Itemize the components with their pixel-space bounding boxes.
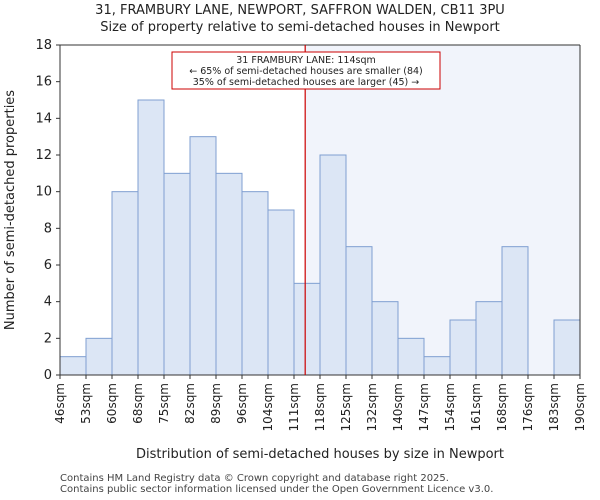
x-tick-label: 53sqm [79, 383, 93, 424]
histogram-bar [215, 172, 243, 376]
histogram-bar [397, 337, 425, 376]
chart-title-line1: 31, FRAMBURY LANE, NEWPORT, SAFFRON WALD… [95, 3, 505, 18]
y-tick-label: 16 [35, 75, 52, 90]
x-tick-label: 183sqm [547, 383, 561, 431]
y-tick-label: 0 [44, 368, 52, 383]
x-tick-label: 68sqm [131, 383, 145, 424]
histogram-bar [59, 356, 87, 376]
annotation-box [171, 51, 441, 90]
x-tick-label: 154sqm [443, 383, 457, 431]
x-tick-label: 147sqm [417, 383, 431, 431]
histogram-bar [423, 356, 451, 376]
histogram-bar [163, 172, 191, 376]
x-tick-label: 104sqm [261, 383, 275, 431]
x-tick-label: 60sqm [105, 383, 119, 424]
annotation-line-2: ← 65% of semi-detached houses are smalle… [189, 66, 423, 77]
histogram-bar [137, 99, 165, 376]
histogram-bar [111, 191, 139, 376]
histogram-bar [371, 301, 399, 376]
histogram-bar [501, 246, 529, 376]
x-tick-label: 190sqm [573, 383, 587, 431]
x-tick-label: 46sqm [53, 383, 67, 424]
x-tick-label: 132sqm [365, 383, 379, 431]
x-tick-label: 176sqm [521, 383, 535, 431]
histogram-bar [475, 301, 503, 376]
y-tick-label: 8 [44, 221, 52, 236]
y-tick-label: 10 [35, 185, 52, 200]
x-tick-label: 75sqm [157, 383, 171, 424]
y-tick-label: 4 [44, 295, 52, 310]
x-tick-label: 140sqm [391, 383, 405, 431]
histogram-bar [345, 246, 373, 376]
histogram-bar [189, 136, 217, 376]
chart-title-line2: Size of property relative to semi-detach… [100, 20, 500, 35]
x-tick-label: 125sqm [339, 383, 353, 431]
annotation-line-1: 31 FRAMBURY LANE: 114sqm [236, 55, 375, 66]
y-tick-label: 2 [44, 331, 52, 346]
y-tick-label: 14 [35, 111, 52, 126]
histogram-bar [267, 209, 295, 376]
x-axis-title: Distribution of semi-detached houses by … [136, 447, 504, 462]
y-tick-label: 6 [44, 258, 52, 273]
y-tick-label: 18 [35, 38, 52, 53]
footer-copyright-line2: Contains public sector information licen… [60, 484, 494, 495]
histogram-bar [85, 337, 113, 376]
x-tick-label: 96sqm [235, 383, 249, 424]
y-axis-title: Number of semi-detached properties [3, 90, 18, 330]
histogram-bar [319, 154, 347, 376]
histogram-bar [293, 282, 321, 376]
annotation-line-3: 35% of semi-detached houses are larger (… [193, 77, 420, 88]
x-tick-label: 89sqm [209, 383, 223, 424]
histogram-bar [449, 319, 477, 376]
footer-copyright-line1: Contains HM Land Registry data © Crown c… [60, 473, 449, 484]
y-tick-label: 12 [35, 148, 52, 163]
x-tick-label: 82sqm [183, 383, 197, 424]
histogram-bar [553, 319, 581, 376]
x-tick-label: 168sqm [495, 383, 509, 431]
x-tick-label: 118sqm [313, 383, 327, 431]
x-tick-label: 111sqm [287, 383, 301, 431]
x-tick-label: 161sqm [469, 383, 483, 431]
histogram-bar [241, 191, 269, 376]
